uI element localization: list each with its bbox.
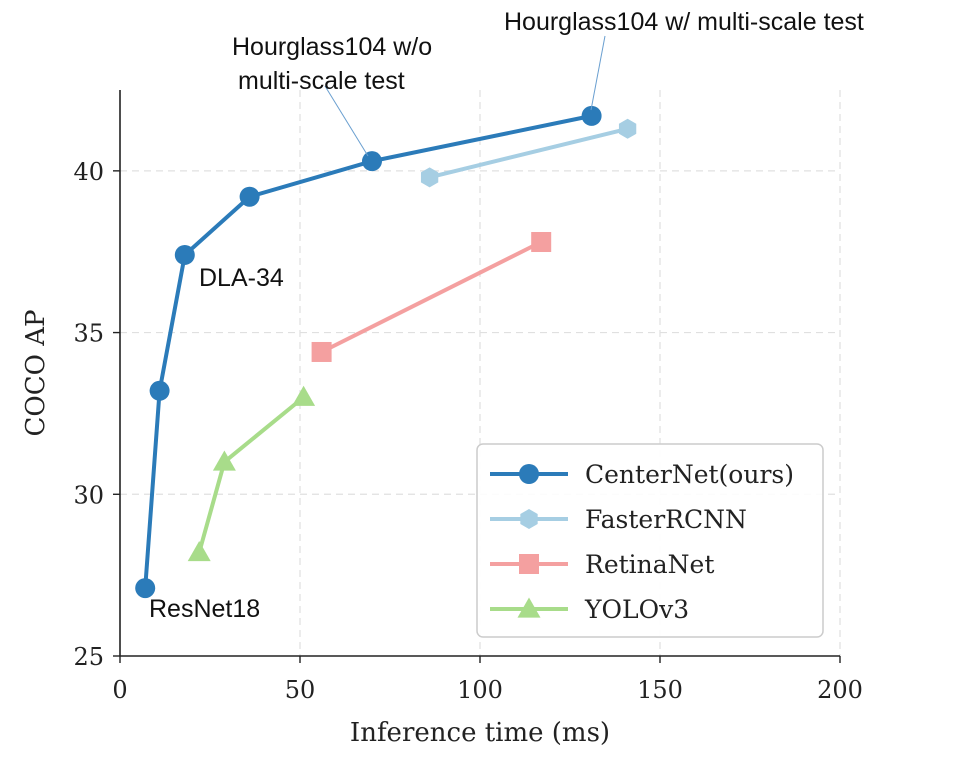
legend-label: RetinaNet — [585, 550, 714, 579]
data-point-retinanet — [531, 232, 552, 253]
data-point-centernet-ours — [149, 380, 170, 401]
legend-swatch-marker — [519, 554, 539, 574]
legend-swatch-marker — [517, 597, 541, 618]
legend-box — [476, 443, 824, 638]
data-point-yolov3 — [187, 541, 211, 562]
data-point-fasterrcnn — [618, 118, 637, 139]
annotation-leader-line — [590, 35, 606, 111]
annotations: Hourglass104 w/ multi-scale test Hourgla… — [149, 8, 864, 623]
series-centernet-ours — [135, 105, 602, 599]
data-point-retinanet — [311, 341, 332, 362]
legend-item-retinanet: RetinaNet — [490, 550, 714, 579]
series-line-yolov3 — [197, 395, 306, 555]
y-tick-label: 25 — [73, 643, 104, 671]
legend-label: CenterNet(ours) — [585, 460, 794, 489]
series-line-retinanet — [319, 240, 544, 354]
legend-item-yolov3: YOLOv3 — [490, 595, 689, 624]
ticks: 0 50 100 150 200 25 30 35 40 — [73, 158, 862, 704]
series-yolov3 — [187, 385, 316, 562]
x-tick-label: 150 — [637, 676, 683, 704]
legend-label: FasterRCNN — [585, 505, 747, 534]
annotation-hg104-noms-2: multi-scale test — [238, 67, 405, 95]
annotation-hg104-ms: Hourglass104 w/ multi-scale test — [504, 8, 864, 36]
x-tick-label: 0 — [112, 676, 127, 704]
x-tick-label: 100 — [457, 676, 503, 704]
x-tick-label: 50 — [285, 676, 316, 704]
legend-item-fasterrcnn: FasterRCNN — [490, 505, 747, 534]
legend-item-centernet-ours: CenterNet(ours) — [490, 460, 794, 489]
x-axis-label: Inference time (ms) — [350, 718, 610, 748]
data-point-centernet-ours — [174, 244, 195, 265]
y-tick-label: 40 — [73, 158, 104, 186]
legend-swatch-marker — [520, 509, 538, 529]
series-line-fasterrcnn — [427, 126, 630, 180]
data-point-centernet-ours — [239, 186, 260, 207]
data-point-yolov3 — [212, 450, 236, 471]
y-tick-label: 30 — [73, 481, 104, 509]
y-axis-label: COCO AP — [21, 310, 51, 437]
series-fasterrcnn — [420, 118, 637, 188]
annotation-resnet18: ResNet18 — [149, 595, 260, 623]
series-line-centernet-ours — [143, 113, 594, 591]
legend-label: YOLOv3 — [584, 595, 689, 624]
annotation-dla34: DLA-34 — [199, 264, 284, 292]
annotation-leader-line — [324, 85, 369, 157]
series — [135, 105, 637, 599]
data-point-centernet-ours — [362, 151, 382, 172]
series-retinanet — [311, 232, 552, 362]
x-tick-label: 200 — [817, 676, 863, 704]
data-point-centernet-ours — [581, 105, 602, 126]
y-tick-label: 35 — [73, 320, 104, 348]
data-point-centernet-ours — [135, 578, 156, 599]
legend-swatch-marker — [519, 464, 539, 484]
annotation-hg104-noms-1: Hourglass104 w/o — [232, 33, 432, 61]
legend: CenterNet(ours) FasterRCNN RetinaNet YOLOv3 — [476, 443, 824, 638]
data-point-yolov3 — [292, 385, 316, 406]
data-point-fasterrcnn — [420, 167, 439, 188]
